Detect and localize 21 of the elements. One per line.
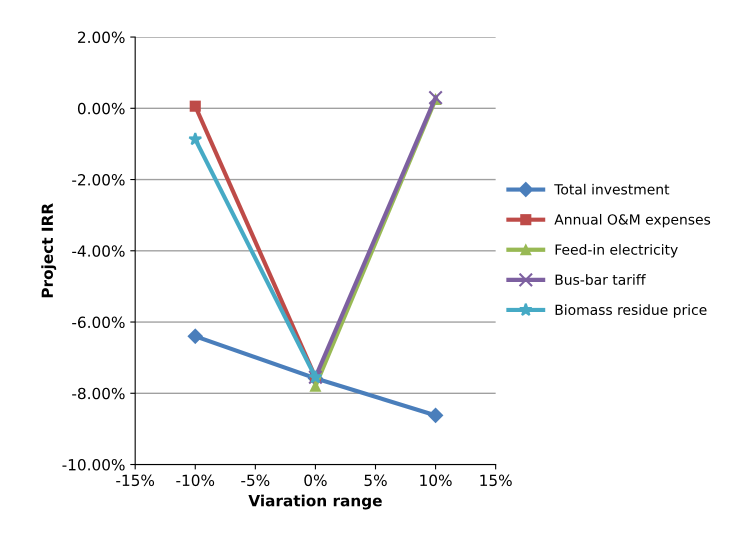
- x-tick-label: 15%: [480, 474, 512, 486]
- y-tick-label: -2.00%: [72, 174, 125, 186]
- y-tick-label: 2.00%: [78, 32, 125, 44]
- x-tick-label: -5%: [241, 474, 270, 486]
- legend-label: Total investment: [554, 184, 670, 195]
- x-tick-label: -15%: [116, 474, 154, 486]
- legend-label: Annual O&M expenses: [554, 214, 710, 228]
- y-tick-label: -4.00%: [72, 245, 125, 257]
- x-tick-label: 5%: [364, 474, 387, 486]
- x-axis-title: Viaration range: [248, 494, 382, 510]
- y-tick-label: -6.00%: [72, 316, 125, 328]
- y-tick-label: 0.00%: [78, 102, 125, 114]
- x-tick-label: -10%: [176, 474, 214, 486]
- x-tick-label: 10%: [420, 474, 452, 486]
- y-axis-title: Project IRR: [41, 203, 56, 298]
- y-tick-label: -8.00%: [72, 388, 125, 400]
- legend-label: Biomass residue price: [556, 304, 707, 318]
- legend-label: Feed-in electricity: [556, 244, 678, 258]
- x-tick-label: 0%: [304, 474, 327, 486]
- legend-label: Bus-bar tariff: [556, 274, 646, 285]
- y-tick-label: -10.00%: [62, 458, 125, 471]
